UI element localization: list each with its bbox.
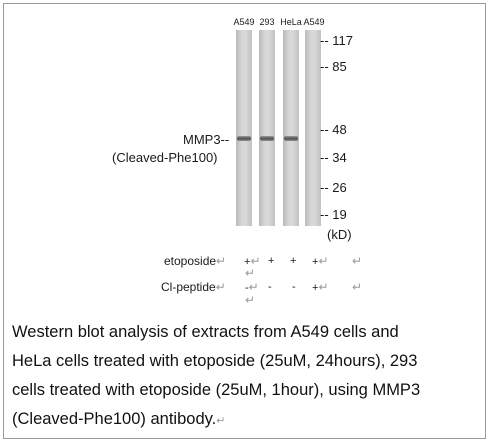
treatment-label-cl-peptide: Cl-peptide↵ (161, 280, 226, 294)
band-label-sub: (Cleaved-Phe100) (112, 150, 218, 165)
blot-lane-2 (259, 30, 275, 226)
caption-line: Western blot analysis of extracts from A… (12, 323, 399, 341)
cl-peptide-lane-1: -↵ (245, 280, 259, 294)
blot-band-2 (260, 136, 274, 141)
etoposide-lane-2: + (268, 255, 275, 267)
paragraph-mark: ↵ (352, 254, 363, 268)
marker-85: -- 85 (320, 59, 347, 74)
lane-label-293: 293 (259, 17, 275, 27)
figure-caption: Western blot analysis of extracts from A… (12, 318, 482, 436)
figure-frame (3, 3, 486, 439)
band-label: MMP3-- (183, 132, 230, 147)
marker-19: -- 19 (320, 207, 347, 222)
etoposide-lane-3: + (290, 255, 297, 267)
blot-lane-1 (236, 30, 252, 226)
caption-line: cells treated with etoposide (25uM, 1hou… (12, 381, 421, 399)
paragraph-mark: ↵ (245, 293, 256, 307)
marker-26: -- 26 (320, 180, 347, 195)
caption-line: (Cleaved-Phe100) antibody.↵ (12, 410, 226, 428)
caption-line: HeLa cells treated with etoposide (25uM,… (12, 352, 418, 370)
marker-34: -- 34 (320, 150, 347, 165)
blot-lane-4 (305, 30, 321, 226)
marker-48: -- 48 (320, 122, 347, 137)
treatment-label-etoposide: etoposide↵ (164, 254, 227, 268)
lane-label-hela: HeLa (280, 17, 302, 27)
etoposide-lane-1: +↵ (244, 254, 261, 268)
lane-label-a549: A549 (233, 17, 255, 27)
paragraph-mark: ↵ (352, 280, 363, 294)
marker-unit: (kD) (327, 227, 352, 242)
lane-label-a549-2: A549 (303, 17, 325, 27)
paragraph-mark: ↵ (245, 266, 256, 280)
cl-peptide-lane-3: - (292, 281, 296, 293)
blot-lane-3 (283, 30, 299, 226)
marker-117: -- 117 (320, 33, 354, 48)
cl-peptide-lane-4: +↵ (312, 280, 329, 294)
blot-band-1 (237, 136, 251, 141)
blot-band-3 (284, 136, 298, 141)
cl-peptide-lane-2: - (268, 281, 272, 293)
etoposide-lane-4: +↵ (312, 254, 329, 268)
